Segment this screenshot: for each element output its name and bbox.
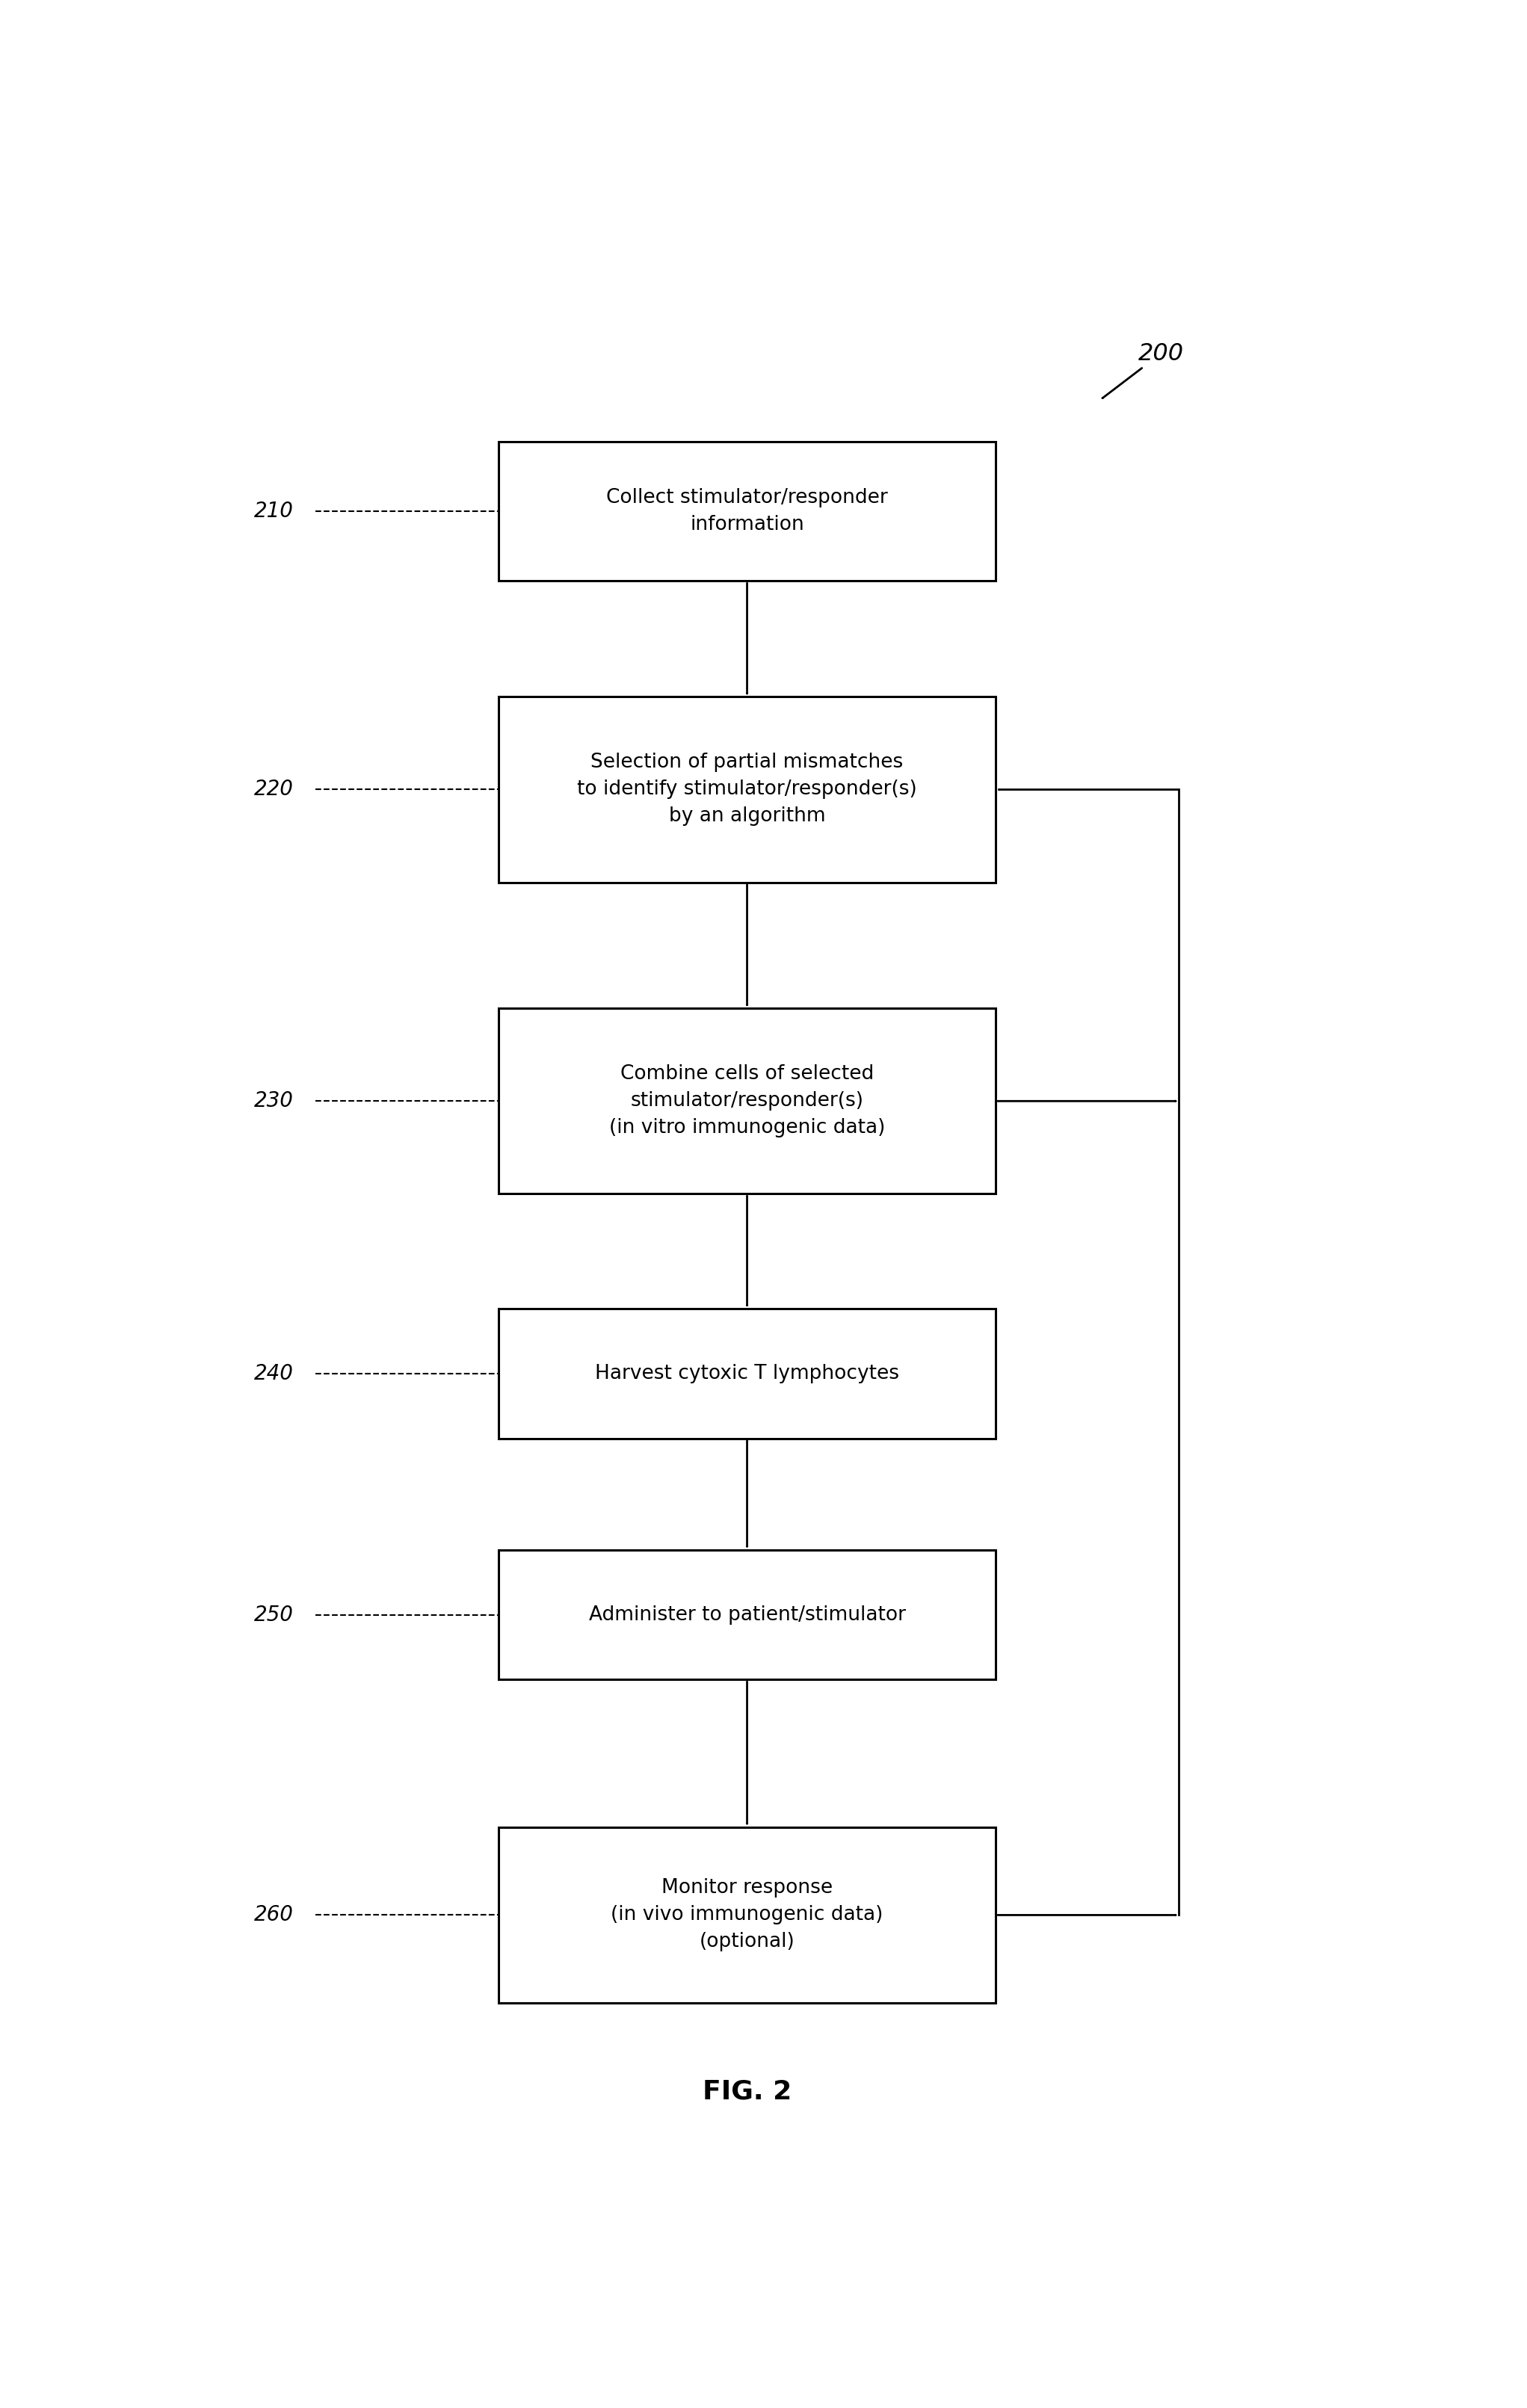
- Text: Harvest cytoxic T lymphocytes: Harvest cytoxic T lymphocytes: [596, 1363, 899, 1382]
- Text: 260: 260: [253, 1905, 293, 1926]
- Text: 230: 230: [253, 1091, 293, 1112]
- Bar: [499, 1828, 996, 2003]
- Text: Combine cells of selected
stimulator/responder(s)
(in vitro immunogenic data): Combine cells of selected stimulator/res…: [609, 1064, 886, 1137]
- Bar: [499, 443, 996, 580]
- Text: 250: 250: [253, 1604, 293, 1625]
- Text: FIG. 2: FIG. 2: [702, 2078, 791, 2105]
- Text: 220: 220: [253, 780, 293, 799]
- Bar: [499, 1310, 996, 1438]
- Text: Selection of partial mismatches
to identify stimulator/responder(s)
by an algori: Selection of partial mismatches to ident…: [577, 754, 918, 826]
- Bar: [499, 696, 996, 881]
- Text: Monitor response
(in vivo immunogenic data)
(optional): Monitor response (in vivo immunogenic da…: [611, 1878, 883, 1950]
- Text: Administer to patient/stimulator: Administer to patient/stimulator: [588, 1606, 906, 1625]
- Text: 210: 210: [253, 501, 293, 523]
- Text: 240: 240: [253, 1363, 293, 1385]
- Bar: [499, 1551, 996, 1681]
- Text: 200: 200: [1139, 342, 1183, 366]
- Text: Collect stimulator/responder
information: Collect stimulator/responder information: [606, 489, 887, 535]
- Bar: [499, 1009, 996, 1194]
